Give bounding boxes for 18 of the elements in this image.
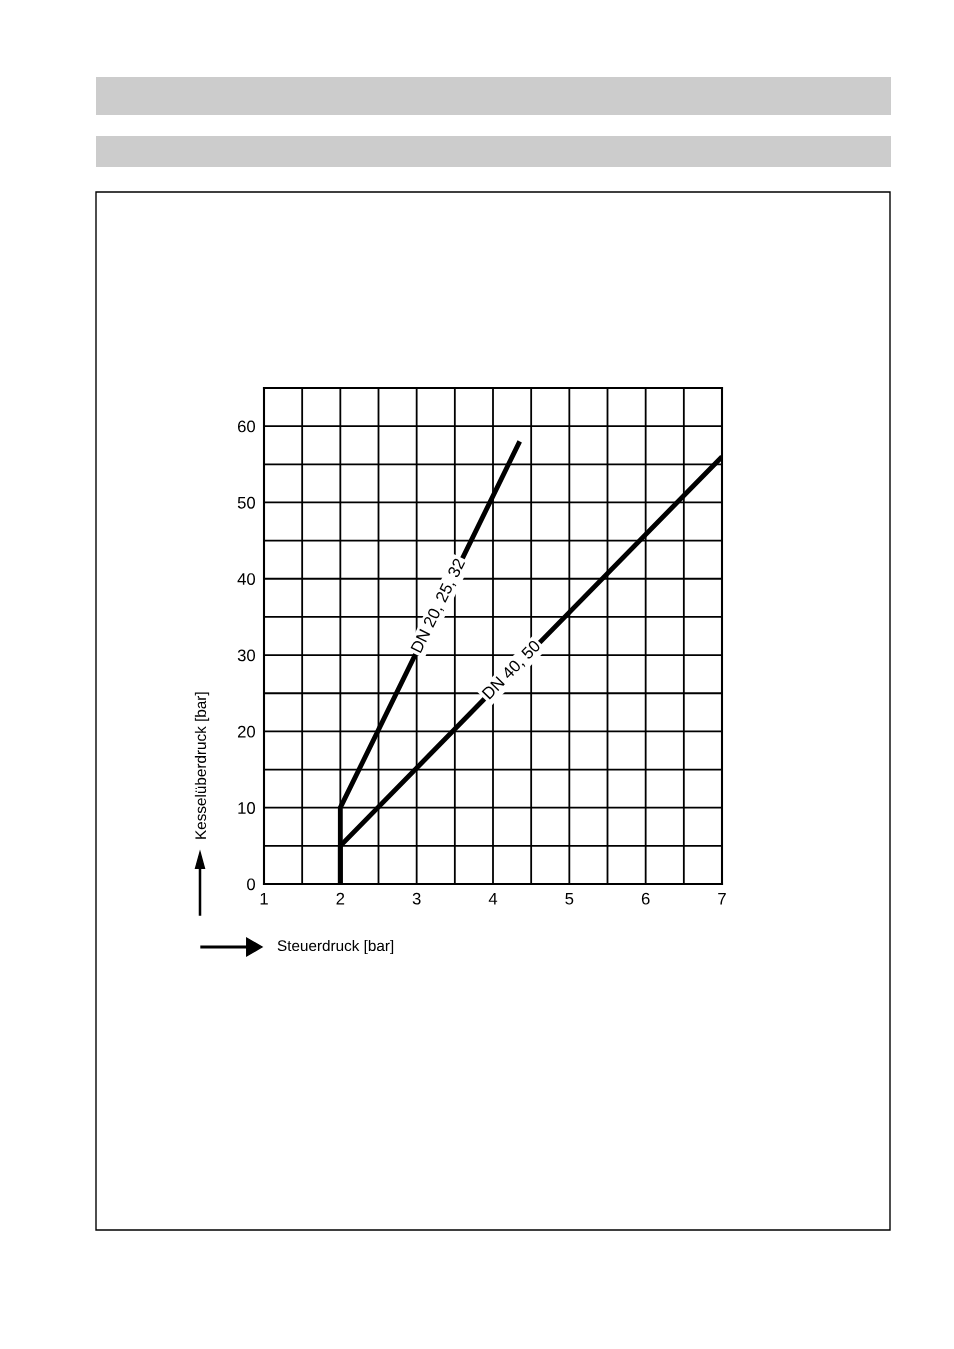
x-axis-title: Steuerdruck [bar] — [277, 939, 394, 955]
y-tick-label: 60 — [237, 420, 256, 433]
y-tick-label: 50 — [237, 496, 256, 509]
x-tick-label: 3 — [412, 892, 421, 905]
text: DN 20, 25, 32 — [410, 557, 468, 655]
x-tick-label: 2 — [336, 892, 345, 905]
x-tick-label: 7 — [718, 892, 726, 905]
y-tick-label: 40 — [237, 573, 256, 585]
x-tick-label: 6 — [641, 892, 650, 905]
y-tick-label: 30 — [237, 649, 256, 662]
x-tick-label: 1 — [260, 892, 268, 905]
text: DN 40, 50 — [481, 639, 543, 702]
y-tick-label: 0 — [247, 878, 256, 891]
y-axis-title: Kesselüberdruck [bar] — [194, 692, 210, 839]
x-tick-label: 5 — [565, 892, 574, 905]
y-tick-label: 20 — [237, 725, 256, 738]
y-tick-label: 10 — [238, 802, 256, 814]
x-tick-label: 4 — [488, 892, 498, 905]
